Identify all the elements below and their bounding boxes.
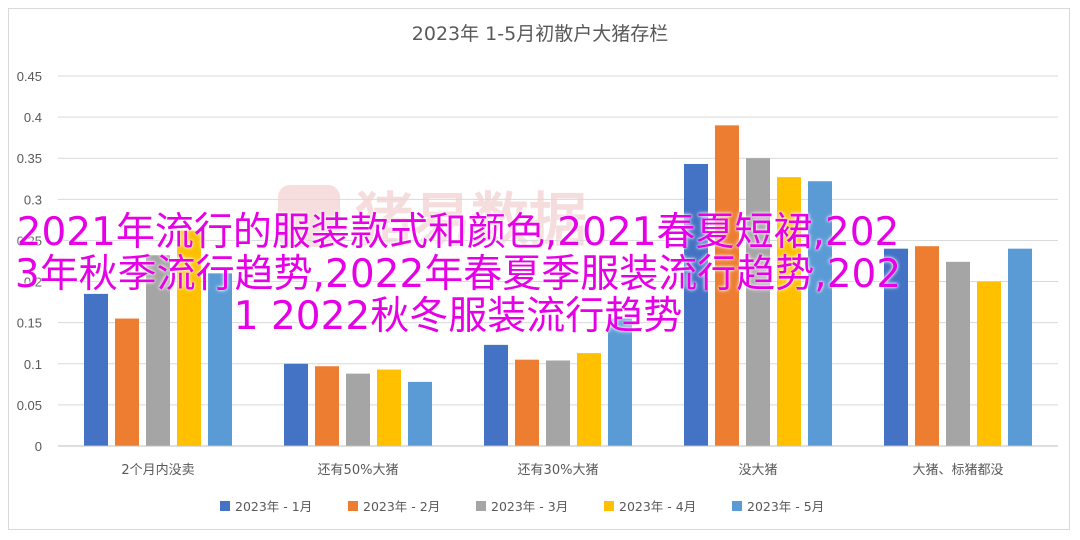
bar [608, 318, 632, 446]
legend-swatch [604, 501, 614, 511]
chart-title: 2023年 1-5月初散户大猪存栏 [412, 23, 668, 45]
bar [146, 255, 170, 446]
x-tick-label: 还有50%大猪 [318, 463, 399, 478]
bar [377, 369, 401, 446]
bar [577, 353, 601, 446]
legend-swatch [732, 501, 742, 511]
bar [884, 248, 908, 446]
bar [208, 273, 232, 446]
watermark-text: 猪易数据 [355, 186, 587, 254]
bar [315, 366, 339, 446]
y-tick-label: 0.4 [24, 110, 42, 125]
y-tick-label: 0.15 [17, 316, 42, 331]
y-tick-label: 0.25 [17, 233, 42, 248]
bar [346, 373, 370, 446]
bar [777, 177, 801, 446]
x-tick-label: 2个月内没卖 [121, 462, 194, 478]
legend-swatch [348, 501, 358, 511]
bar [715, 125, 739, 446]
bar [808, 181, 832, 446]
x-tick-label: 大猪、标猪都没 [912, 463, 1003, 478]
bar [284, 363, 308, 446]
x-tick-label: 还有30%大猪 [518, 463, 599, 478]
bar [177, 230, 201, 446]
y-tick-label: 0.45 [17, 69, 42, 84]
bar [84, 293, 108, 446]
y-tick-label: 0.1 [24, 357, 42, 372]
bar [484, 344, 508, 446]
y-tick-label: 0 [35, 439, 42, 454]
legend-label: 2023年 - 1月 [235, 499, 312, 514]
bar [546, 360, 570, 446]
y-tick-label: 0.2 [24, 275, 42, 290]
legend-label: 2023年 - 4月 [619, 499, 696, 514]
bar [915, 246, 939, 446]
legend-swatch [220, 501, 230, 511]
bar [977, 281, 1001, 446]
bar [515, 359, 539, 446]
legend-label: 2023年 - 3月 [491, 499, 568, 514]
bar [746, 158, 770, 446]
bar [115, 318, 139, 446]
y-tick-label: 0.05 [17, 398, 42, 413]
legend-label: 2023年 - 5月 [747, 499, 824, 514]
x-tick-label: 没大猪 [738, 463, 777, 478]
y-tick-label: 0.3 [24, 192, 42, 207]
legend-label: 2023年 - 2月 [363, 499, 440, 514]
watermark-logo [278, 185, 340, 247]
y-tick-label: 0.35 [17, 151, 42, 166]
legend-swatch [476, 501, 486, 511]
bar [684, 163, 708, 446]
bar [946, 261, 970, 446]
bar [408, 381, 432, 446]
bar [1008, 248, 1032, 446]
